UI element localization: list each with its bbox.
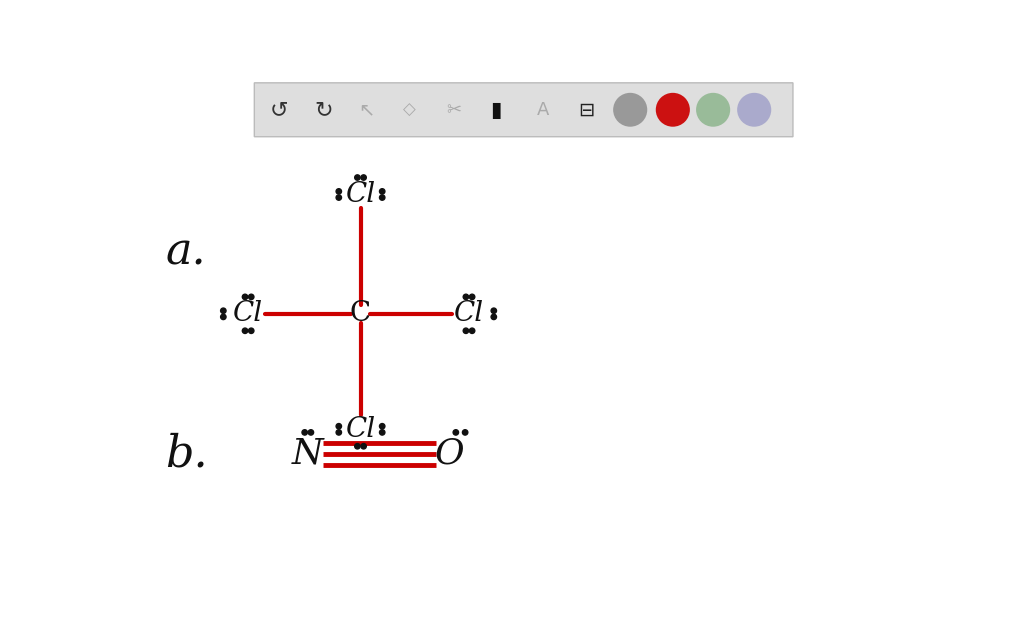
- Text: ↺: ↺: [269, 100, 289, 120]
- Circle shape: [463, 429, 468, 435]
- Circle shape: [220, 314, 226, 320]
- Circle shape: [336, 429, 342, 435]
- Circle shape: [354, 444, 360, 449]
- Circle shape: [249, 294, 254, 300]
- Circle shape: [336, 188, 342, 194]
- Text: C: C: [350, 300, 371, 327]
- Text: Cl: Cl: [345, 181, 376, 208]
- Circle shape: [380, 188, 385, 194]
- Text: Cl: Cl: [233, 300, 263, 327]
- Text: ◇: ◇: [403, 101, 416, 119]
- Circle shape: [354, 175, 360, 180]
- Text: a.: a.: [166, 230, 207, 274]
- Circle shape: [492, 308, 497, 314]
- Circle shape: [463, 328, 469, 334]
- Circle shape: [308, 429, 313, 435]
- Circle shape: [302, 429, 307, 435]
- Circle shape: [469, 294, 475, 300]
- Circle shape: [220, 308, 226, 314]
- Circle shape: [469, 328, 475, 334]
- Text: N: N: [292, 437, 324, 471]
- Text: ▮: ▮: [490, 100, 502, 120]
- Circle shape: [380, 429, 385, 435]
- Circle shape: [380, 424, 385, 429]
- FancyBboxPatch shape: [254, 83, 793, 136]
- Text: b.: b.: [165, 433, 208, 476]
- Text: O: O: [435, 437, 465, 471]
- Circle shape: [463, 294, 469, 300]
- Ellipse shape: [737, 93, 771, 126]
- Circle shape: [492, 314, 497, 320]
- Text: ✂: ✂: [445, 101, 461, 119]
- Circle shape: [380, 195, 385, 200]
- Circle shape: [336, 424, 342, 429]
- Text: ↻: ↻: [314, 100, 334, 120]
- Ellipse shape: [613, 93, 647, 126]
- Circle shape: [360, 444, 367, 449]
- Circle shape: [336, 195, 342, 200]
- Circle shape: [243, 294, 248, 300]
- Text: ⊟: ⊟: [579, 100, 595, 120]
- Circle shape: [453, 429, 459, 435]
- Circle shape: [360, 175, 367, 180]
- Text: Cl: Cl: [345, 416, 376, 443]
- Text: A: A: [537, 101, 549, 119]
- Ellipse shape: [655, 93, 690, 126]
- Text: Cl: Cl: [454, 300, 484, 327]
- Circle shape: [243, 328, 248, 334]
- Ellipse shape: [696, 93, 730, 126]
- Circle shape: [249, 328, 254, 334]
- Text: ↖: ↖: [358, 100, 375, 120]
